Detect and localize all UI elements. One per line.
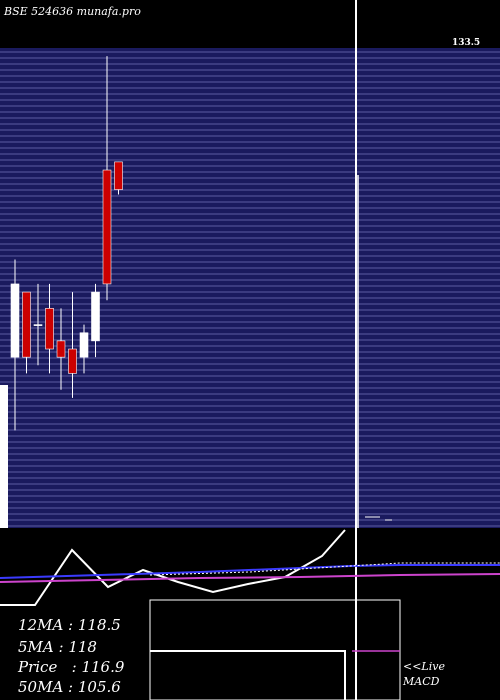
price-line [0, 529, 346, 606]
ma-magenta [0, 573, 500, 583]
candle-body [114, 161, 123, 190]
macd-label: MACD [403, 675, 440, 688]
stat-5ma: 5MA : 118 [18, 638, 97, 656]
chart-title: BSE 524636 munafa.pro [4, 5, 141, 18]
stat-12ma: 12MA : 118.5 [18, 616, 121, 634]
candle-body [56, 340, 66, 358]
live-link[interactable]: <<Live [403, 660, 445, 673]
ma-dotted [149, 562, 500, 576]
candle-body [68, 348, 77, 374]
ma-blue [0, 564, 500, 579]
candle-body [79, 332, 89, 358]
axis-panel [450, 48, 500, 528]
candle-body [33, 324, 43, 326]
price-panel [0, 48, 450, 528]
candle-body [45, 308, 54, 350]
macd-line [150, 650, 346, 700]
y-axis-top-label: 133.5 [452, 38, 480, 48]
stat-price: Price : 116.9 [18, 658, 125, 676]
candle-body [91, 291, 100, 342]
candle-body [102, 169, 112, 285]
stat-50ma: 50MA : 105.6 [18, 678, 121, 696]
left-volume-bar [0, 385, 8, 528]
candle-body [10, 283, 20, 358]
candle-body [22, 291, 31, 358]
